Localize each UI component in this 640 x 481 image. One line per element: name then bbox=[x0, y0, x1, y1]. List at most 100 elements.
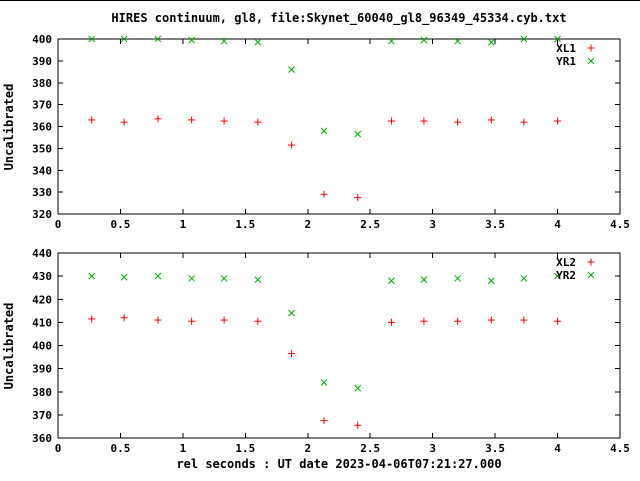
data-point-YR1 bbox=[554, 35, 561, 43]
x-tick-label: 2.5 bbox=[360, 442, 380, 455]
x-axis-label: rel seconds : UT date 2023-04-06T07:21:2… bbox=[176, 457, 501, 471]
legend-marker-YR2 bbox=[587, 271, 595, 279]
bottom-plot: 0 0.5 1 1.5 2 2.5 3 3.5 4 4.5 360 370 380 390 400 410 42… bbox=[32, 247, 630, 455]
data-point-XL1 bbox=[554, 117, 562, 125]
data-point-XL1 bbox=[188, 116, 196, 124]
data-point-XL1 bbox=[487, 116, 495, 124]
data-point-YR1 bbox=[188, 36, 195, 44]
data-point-XL2 bbox=[88, 315, 96, 323]
y-tick-label: 400 bbox=[32, 340, 52, 353]
x-tick-label: 4 bbox=[554, 442, 561, 455]
x-tick-label: 2.5 bbox=[360, 218, 380, 231]
data-point-XL2 bbox=[454, 317, 462, 325]
x-tick-label: 1.5 bbox=[235, 442, 255, 455]
data-point-XL2 bbox=[188, 317, 196, 325]
data-point-XL1 bbox=[120, 118, 128, 126]
data-point-YR2 bbox=[488, 277, 495, 285]
data-point-YR2 bbox=[88, 272, 96, 280]
y-tick-label: 380 bbox=[32, 77, 52, 90]
data-point-YR1 bbox=[420, 36, 428, 44]
data-point-XL1 bbox=[154, 115, 162, 123]
x-tick-label: 0.5 bbox=[111, 218, 131, 231]
data-point-YR1 bbox=[120, 35, 128, 43]
data-point-YR1 bbox=[220, 37, 228, 45]
data-point-XL2 bbox=[220, 316, 228, 324]
legend-marker-XL1 bbox=[587, 44, 595, 52]
data-point-YR2 bbox=[288, 309, 295, 317]
x-tick-label: 2 bbox=[304, 442, 311, 455]
data-point-XL1 bbox=[288, 141, 296, 149]
x-tick-label: 4.5 bbox=[610, 218, 630, 231]
data-point-YR1 bbox=[288, 66, 295, 73]
data-point-XL2 bbox=[354, 421, 362, 429]
y-tick-label: 400 bbox=[32, 33, 52, 46]
data-point-YR1 bbox=[254, 38, 262, 46]
y-axis-label-bottom: Uncalibrated bbox=[2, 303, 16, 390]
x-tick-label: 3.5 bbox=[485, 218, 505, 231]
y-tick-label: 370 bbox=[32, 409, 52, 422]
data-point-YR2 bbox=[554, 272, 561, 280]
plot-frame bbox=[57, 38, 621, 215]
x-tick-label: 0 bbox=[55, 218, 62, 231]
x-tick-label: 3 bbox=[429, 442, 436, 455]
data-point-YR2 bbox=[254, 276, 262, 283]
y-tick-label: 350 bbox=[32, 142, 52, 155]
y-tick-label: 370 bbox=[32, 99, 52, 112]
chart-title: HIRES continuum, gl8, file:Skynet_60040_… bbox=[111, 11, 566, 26]
data-point-YR2 bbox=[388, 277, 395, 285]
legend-label-XL2: XL2 bbox=[556, 256, 576, 269]
data-point-YR1 bbox=[88, 35, 96, 43]
data-point-YR1 bbox=[388, 37, 395, 45]
data-point-YR2 bbox=[188, 275, 195, 282]
data-point-YR1 bbox=[354, 130, 362, 138]
x-tick-label: 1.5 bbox=[235, 218, 255, 231]
legend-label-YR2: YR2 bbox=[556, 269, 576, 282]
data-point-XL2 bbox=[487, 316, 495, 324]
x-tick-label: 1 bbox=[180, 218, 187, 231]
data-point-XL2 bbox=[154, 316, 162, 324]
y-tick-label: 360 bbox=[32, 121, 52, 134]
data-point-YR2 bbox=[354, 384, 362, 392]
data-point-XL2 bbox=[520, 316, 528, 324]
x-tick-label: 3 bbox=[429, 218, 436, 231]
data-point-YR2 bbox=[154, 272, 162, 280]
y-tick-label: 360 bbox=[32, 432, 52, 445]
data-point-YR1 bbox=[488, 38, 495, 46]
x-tick-label: 2 bbox=[304, 218, 311, 231]
data-point-XL2 bbox=[120, 314, 128, 322]
legend-label-YR1: YR1 bbox=[556, 55, 576, 68]
data-point-YR1 bbox=[454, 37, 461, 45]
data-point-XL1 bbox=[88, 116, 96, 124]
y-tick-label: 330 bbox=[32, 186, 52, 199]
data-point-YR1 bbox=[520, 35, 528, 43]
data-point-XL1 bbox=[254, 118, 262, 126]
y-tick-label: 340 bbox=[32, 164, 52, 177]
plot-frame bbox=[57, 252, 621, 439]
data-point-YR2 bbox=[420, 276, 428, 283]
data-point-XL2 bbox=[254, 317, 262, 325]
top-plot: 0 0.5 1 1.5 2 2.5 3 3.5 4 4.5 320 330 340 350 360 370 38… bbox=[32, 33, 630, 231]
y-tick-label: 390 bbox=[32, 55, 52, 68]
x-tick-label: 3.5 bbox=[485, 442, 505, 455]
y-tick-label: 430 bbox=[32, 270, 52, 283]
y-tick-label: 390 bbox=[32, 363, 52, 376]
legend-marker-XL2 bbox=[587, 258, 595, 266]
data-point-XL2 bbox=[288, 350, 296, 358]
x-tick-label: 0.5 bbox=[111, 442, 131, 455]
data-point-XL1 bbox=[320, 190, 328, 198]
data-point-YR2 bbox=[320, 379, 328, 386]
legend-label-XL1: XL1 bbox=[556, 42, 576, 55]
data-point-XL1 bbox=[354, 194, 362, 202]
data-point-YR2 bbox=[120, 273, 128, 281]
data-point-XL1 bbox=[220, 117, 228, 125]
y-tick-label: 380 bbox=[32, 386, 52, 399]
x-tick-label: 4.5 bbox=[610, 442, 630, 455]
data-point-YR1 bbox=[320, 127, 328, 135]
y-tick-label: 420 bbox=[32, 293, 52, 306]
data-point-YR2 bbox=[454, 275, 461, 282]
data-point-XL2 bbox=[320, 417, 328, 425]
legend-marker-YR1 bbox=[587, 57, 595, 65]
data-point-XL1 bbox=[387, 117, 395, 125]
